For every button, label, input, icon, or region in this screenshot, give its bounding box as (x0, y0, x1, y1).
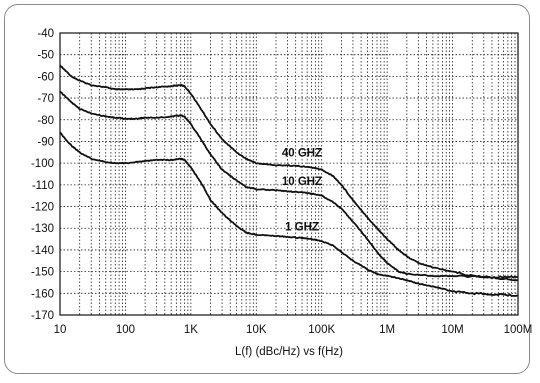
y-tick-label: -50 (37, 50, 54, 62)
y-tick-label: -80 (37, 115, 54, 127)
x-tick-label: 100 (116, 324, 135, 336)
series-layer (59, 64, 519, 297)
y-tick-label: -150 (31, 267, 54, 279)
series-annotation: 1 GHZ (285, 221, 319, 233)
x-tick-label: 1M (379, 324, 395, 336)
x-tick-label: 1K (184, 324, 198, 336)
x-tick-label: 100M (504, 324, 533, 336)
plot-area (59, 32, 519, 316)
x-tick-label: 10 (54, 324, 67, 336)
x-tick-label: 100K (308, 324, 335, 336)
series-line-10-ghz (59, 90, 518, 279)
y-tick-label: -70 (37, 93, 54, 105)
annotation-layer: 40 GHZ 10 GHZ 1 GHZ (282, 148, 322, 234)
x-tick-label: 10M (441, 324, 463, 336)
y-axis-ticks: -40 -50 -60 -70 -80 -90 -100 -110 -120 -130 -140 -1… (31, 28, 54, 322)
y-tick-label: -40 (37, 28, 54, 40)
y-tick-label: -170 (31, 310, 54, 322)
grid-layer (60, 32, 518, 316)
y-tick-label: -130 (31, 223, 54, 235)
y-tick-label: -160 (31, 288, 54, 300)
x-axis-ticks: 10 100 1K 10K 100K 1M 10M 100M (54, 324, 533, 336)
x-axis-label: L(f) (dBc/Hz) vs f(Hz) (235, 346, 343, 358)
series-annotation: 10 GHZ (282, 176, 322, 188)
series-line-1-ghz (59, 131, 519, 297)
y-tick-label: -60 (37, 71, 54, 83)
x-tick-label: 10K (246, 324, 267, 336)
y-tick-label: -100 (31, 158, 54, 170)
y-tick-label: -120 (31, 202, 54, 214)
series-annotation: 40 GHZ (282, 148, 322, 160)
series-line-40-ghz (59, 64, 519, 282)
y-tick-label: -90 (37, 136, 54, 148)
y-tick-label: -110 (32, 180, 54, 192)
y-tick-label: -140 (31, 245, 54, 257)
